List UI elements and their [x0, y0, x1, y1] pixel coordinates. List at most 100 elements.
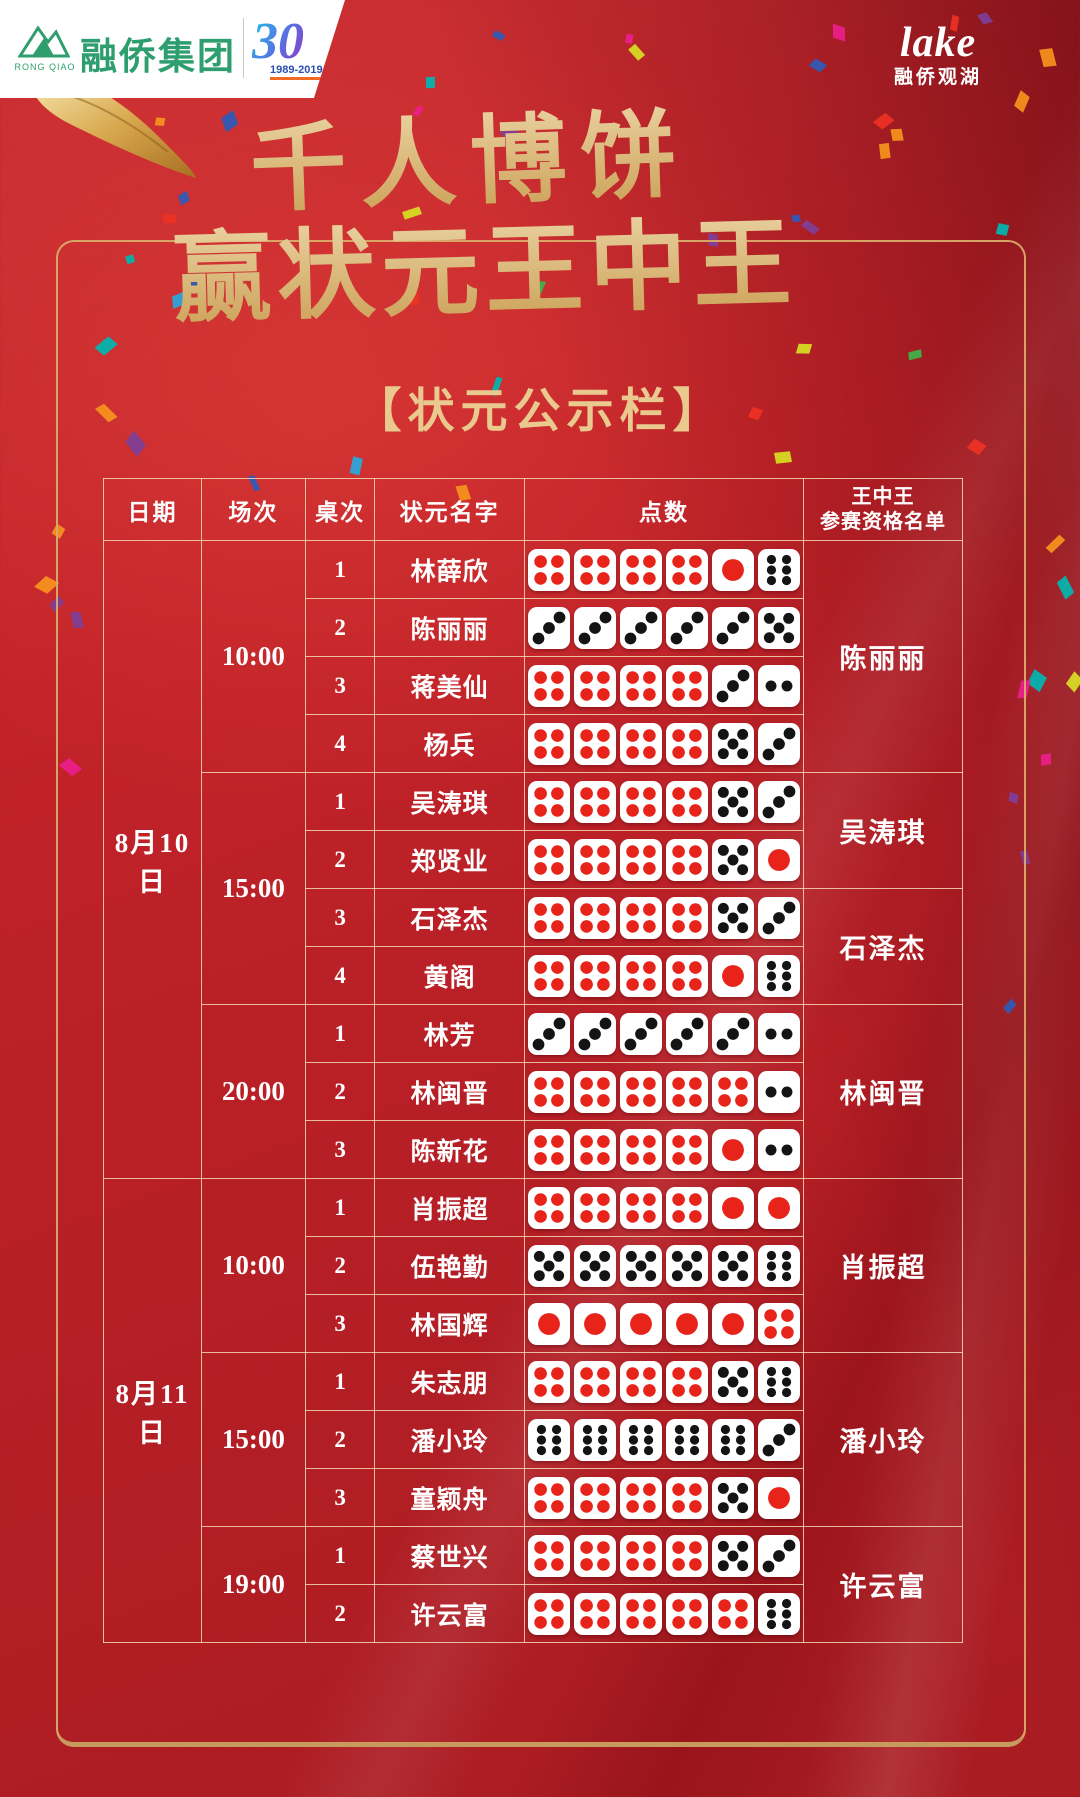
table-number-cell: 1	[304, 1178, 376, 1237]
table-row: 2 许云富	[104, 1584, 963, 1643]
table-row: 8月11日 10:00 1 肖振超 肖振超	[103, 1178, 963, 1643]
col-header-name: 状元名字	[374, 478, 525, 541]
die-5	[711, 722, 754, 765]
table-row: 2 郑贤业	[104, 830, 963, 889]
confetti-piece	[832, 24, 845, 42]
die-2	[757, 1128, 800, 1171]
die-4	[619, 664, 662, 707]
die-6	[711, 1418, 754, 1461]
die-4	[527, 1186, 570, 1229]
die-3	[711, 664, 754, 707]
lake-logo: lake 融侨观湖	[858, 22, 1018, 89]
king-qualifier-cell: 石泽杰	[803, 888, 963, 1005]
dice-points-cell	[523, 1062, 805, 1121]
king-qualifier-cell: 许云富	[803, 1526, 963, 1643]
table-number-cell: 1	[304, 772, 376, 831]
king-qualifier-cell: 林闽晋	[803, 1004, 963, 1179]
dice-points-cell	[523, 1526, 805, 1585]
confetti-piece	[1013, 90, 1030, 114]
gold-frame	[56, 240, 1026, 1747]
confetti-piece	[628, 44, 645, 61]
col-header-points: 点数	[523, 478, 805, 541]
die-3	[527, 1012, 570, 1055]
table-row: 19:00 1 蔡世兴 许云富	[104, 1526, 963, 1643]
champion-name-cell: 郑贤业	[374, 830, 525, 889]
die-4	[573, 1534, 616, 1577]
die-4	[665, 1186, 708, 1229]
table-number-cell: 2	[304, 1062, 376, 1121]
table-number-cell: 4	[304, 946, 376, 1005]
champion-name-cell: 林闽晋	[374, 1062, 525, 1121]
die-3	[757, 722, 800, 765]
die-4	[527, 722, 570, 765]
session-time-cell: 20:00	[200, 1004, 306, 1179]
table-number-cell: 2	[304, 598, 376, 657]
dice-points-cell	[523, 656, 805, 715]
table-number-cell: 3	[304, 1294, 376, 1353]
table-number-cell: 2	[304, 830, 376, 889]
champion-name-cell: 陈丽丽	[374, 598, 525, 657]
dice-points-cell	[523, 598, 805, 657]
champion-name-cell: 杨兵	[374, 714, 525, 773]
die-6	[757, 1244, 800, 1287]
die-4	[527, 1534, 570, 1577]
die-4	[527, 954, 570, 997]
die-1	[711, 548, 754, 591]
die-4	[665, 1476, 708, 1519]
lake-script-wordmark: lake	[899, 20, 977, 66]
col-header-king: 王中王 参赛资格名单	[803, 478, 963, 541]
champion-name-cell: 潘小玲	[374, 1410, 525, 1469]
champion-name-cell: 伍艳勤	[374, 1236, 525, 1295]
die-6	[619, 1418, 662, 1461]
champion-name-cell: 许云富	[374, 1584, 525, 1643]
die-1	[711, 1186, 754, 1229]
champion-name-cell: 朱志朋	[374, 1352, 525, 1411]
die-3	[665, 1012, 708, 1055]
session-time-cell: 19:00	[200, 1526, 306, 1643]
confetti-piece	[1065, 671, 1080, 693]
table-row: 8月10日 10:00 1 林薛欣 陈丽丽	[103, 540, 963, 1179]
poster-title-line2: 赢状元王中王	[0, 178, 1027, 348]
die-4	[757, 1302, 800, 1345]
die-4	[573, 548, 616, 591]
die-3	[757, 896, 800, 939]
die-4	[665, 548, 708, 591]
die-3	[711, 606, 754, 649]
die-4	[573, 954, 616, 997]
die-6	[573, 1418, 616, 1461]
die-4	[527, 838, 570, 881]
die-4	[711, 1592, 754, 1635]
die-1	[757, 1476, 800, 1519]
die-4	[665, 896, 708, 939]
die-5	[711, 1534, 754, 1577]
table-row: 3 陈新花	[104, 1120, 963, 1179]
table-number-cell: 4	[304, 714, 376, 773]
session-time-cell: 15:00	[200, 772, 306, 1005]
die-1	[527, 1302, 570, 1345]
header-row: 日期 场次 桌次 状元名字 点数 王中王 参赛资格名单	[103, 478, 963, 541]
champion-name-cell: 林薛欣	[374, 540, 525, 599]
table-row: 2 伍艳勤	[104, 1236, 963, 1295]
confetti-piece	[1056, 575, 1074, 600]
banner-divider	[243, 18, 244, 78]
die-5	[711, 896, 754, 939]
dice-points-cell	[523, 540, 805, 599]
table-number-cell: 3	[304, 1468, 376, 1527]
champion-name-cell: 肖振超	[374, 1178, 525, 1237]
champion-board-table: 日期 场次 桌次 状元名字 点数 王中王 参赛资格名单 8月10日 10:00 1 林…	[103, 478, 963, 1643]
col-header-king-line1: 王中王	[851, 485, 915, 508]
dice-points-cell	[523, 1178, 805, 1237]
anniversary-number: 30	[252, 13, 304, 70]
table-number-cell: 1	[304, 1004, 376, 1063]
table-row: 15:00 1 朱志朋 潘小玲	[104, 1352, 963, 1527]
die-3	[711, 1012, 754, 1055]
table-row: 3 蒋美仙	[104, 656, 963, 715]
die-4	[619, 1476, 662, 1519]
die-4	[573, 896, 616, 939]
die-4	[573, 1360, 616, 1403]
die-4	[527, 1592, 570, 1635]
king-qualifier-cell: 潘小玲	[803, 1352, 963, 1527]
die-4	[619, 1070, 662, 1113]
col-header-date: 日期	[103, 478, 202, 541]
die-4	[527, 780, 570, 823]
